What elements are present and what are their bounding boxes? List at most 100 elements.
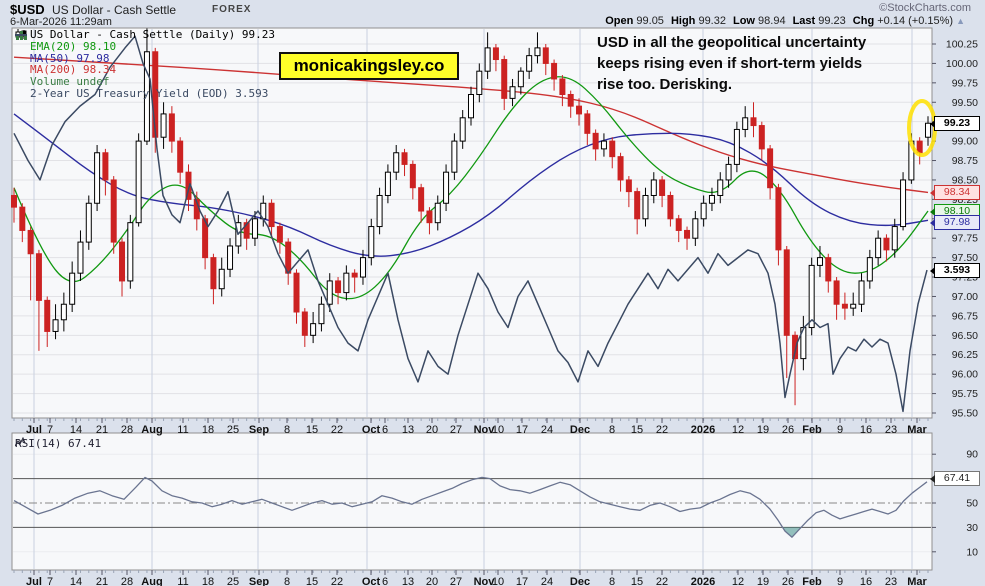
symbol: $USD <box>10 2 45 17</box>
svg-text:8: 8 <box>609 576 615 586</box>
svg-text:97.00: 97.00 <box>952 291 978 303</box>
quote-field-label: Last <box>792 15 816 27</box>
svg-text:26: 26 <box>782 424 794 436</box>
svg-text:9: 9 <box>837 576 843 586</box>
svg-text:18: 18 <box>202 576 214 586</box>
svg-text:14: 14 <box>70 576 82 586</box>
rsi-band-lines <box>13 478 931 528</box>
watermark-label: monicakingsley.co <box>279 52 459 80</box>
svg-text:15: 15 <box>306 576 318 586</box>
svg-text:Mar: Mar <box>907 424 927 436</box>
svg-text:6: 6 <box>382 424 388 436</box>
quote-field-value: 98.94 <box>754 15 786 27</box>
ma50-line <box>13 113 929 257</box>
svg-text:10: 10 <box>492 576 504 586</box>
svg-text:Jul: Jul <box>26 576 42 586</box>
ma200-line <box>13 56 929 194</box>
svg-text:26: 26 <box>782 576 794 586</box>
svg-text:98.50: 98.50 <box>952 174 978 186</box>
rsi-plot <box>13 476 928 538</box>
svg-text:Jul: Jul <box>26 424 42 436</box>
svg-text:22: 22 <box>656 424 668 436</box>
svg-text:99.00: 99.00 <box>952 136 978 148</box>
legend-item-label: 2-Year US Treasury Yield (EOD) 3.593 <box>30 86 269 100</box>
svg-text:Dec: Dec <box>570 424 590 436</box>
svg-text:7: 7 <box>47 576 53 586</box>
svg-text:Sep: Sep <box>249 576 269 586</box>
svg-text:Dec: Dec <box>570 576 590 586</box>
svg-text:19: 19 <box>757 424 769 436</box>
svg-text:6: 6 <box>382 576 388 586</box>
svg-text:96.50: 96.50 <box>952 330 978 342</box>
svg-text:13: 13 <box>402 576 414 586</box>
legend-item-label: Volume undef <box>30 75 110 89</box>
svg-text:15: 15 <box>631 576 643 586</box>
svg-text:24: 24 <box>541 576 553 586</box>
svg-text:99.75: 99.75 <box>952 77 978 89</box>
svg-text:90: 90 <box>966 449 978 461</box>
svg-text:17: 17 <box>516 576 528 586</box>
svg-text:95.75: 95.75 <box>952 388 978 400</box>
legend-item-label: MA(50) 97.98 <box>30 51 110 65</box>
svg-text:8: 8 <box>609 424 615 436</box>
svg-text:11: 11 <box>177 576 188 586</box>
legend-item-label: US Dollar - Cash Settle (Daily) 99.23 <box>30 28 276 41</box>
svg-text:96.25: 96.25 <box>952 349 978 361</box>
svg-text:27: 27 <box>450 576 462 586</box>
axis-value-label: 99.23 <box>930 116 980 131</box>
svg-text:20: 20 <box>426 424 438 436</box>
svg-text:95.50: 95.50 <box>952 407 978 419</box>
quote-field-label: Low <box>732 15 755 27</box>
market-label: FOREX <box>212 4 252 15</box>
svg-text:Aug: Aug <box>141 424 162 436</box>
svg-text:99.50: 99.50 <box>952 97 978 109</box>
svg-text:96.75: 96.75 <box>952 310 978 322</box>
quote-field-label: Chg <box>852 15 875 27</box>
svg-text:100.25: 100.25 <box>946 39 978 51</box>
quote-field-label: High <box>670 15 696 27</box>
svg-text:10: 10 <box>966 546 978 558</box>
svg-text:16: 16 <box>860 576 872 586</box>
svg-text:16: 16 <box>860 424 872 436</box>
svg-text:15: 15 <box>631 424 643 436</box>
quote-line: Open 99.05 High 99.32 Low 98.94 Last 99.23 C… <box>598 15 965 27</box>
svg-text:12: 12 <box>732 576 744 586</box>
rsi-label: RSI(14) 67.41 <box>15 437 102 450</box>
svg-text:50: 50 <box>966 498 978 510</box>
svg-text:Oct: Oct <box>362 424 381 436</box>
axis-value-label: 98.34 <box>930 185 980 200</box>
svg-text:2026: 2026 <box>691 424 715 436</box>
svg-text:23: 23 <box>885 576 897 586</box>
svg-text:13: 13 <box>402 424 414 436</box>
axis-value-label: 97.98 <box>930 215 980 230</box>
quote-field-value: 99.05 <box>633 15 664 27</box>
svg-text:19: 19 <box>757 576 769 586</box>
svg-text:9: 9 <box>837 424 843 436</box>
svg-text:22: 22 <box>331 576 343 586</box>
legend-item: 2-Year US Treasury Yield (EOD) 3.593 <box>15 34 275 100</box>
svg-text:97.75: 97.75 <box>952 233 978 245</box>
ema20-line <box>13 76 929 300</box>
indicator-icon <box>15 437 26 447</box>
chart-legend: US Dollar - Cash Settle (Daily) 99.23 EMA… <box>15 29 275 100</box>
svg-text:27: 27 <box>450 424 462 436</box>
change-up-icon: ▲ <box>956 16 965 26</box>
svg-text:18: 18 <box>202 424 214 436</box>
svg-text:20: 20 <box>426 576 438 586</box>
treasury-yield-line <box>13 35 928 413</box>
svg-text:11: 11 <box>177 424 188 436</box>
svg-text:Nov: Nov <box>474 424 496 436</box>
svg-text:28: 28 <box>121 424 133 436</box>
svg-text:23: 23 <box>885 424 897 436</box>
svg-text:21: 21 <box>96 576 108 586</box>
quote-field-value: +0.14 (+0.15%) <box>874 15 954 27</box>
axis-value-label: 3.593 <box>930 263 980 278</box>
svg-text:12: 12 <box>732 424 744 436</box>
svg-text:17: 17 <box>516 424 528 436</box>
instrument-name: US Dollar - Cash Settle <box>52 3 177 17</box>
rsi-legend: RSI(14) 67.41 <box>15 437 101 450</box>
svg-text:10: 10 <box>492 424 504 436</box>
analyst-annotation: USD in all the geopolitical uncertainty … <box>597 32 912 95</box>
